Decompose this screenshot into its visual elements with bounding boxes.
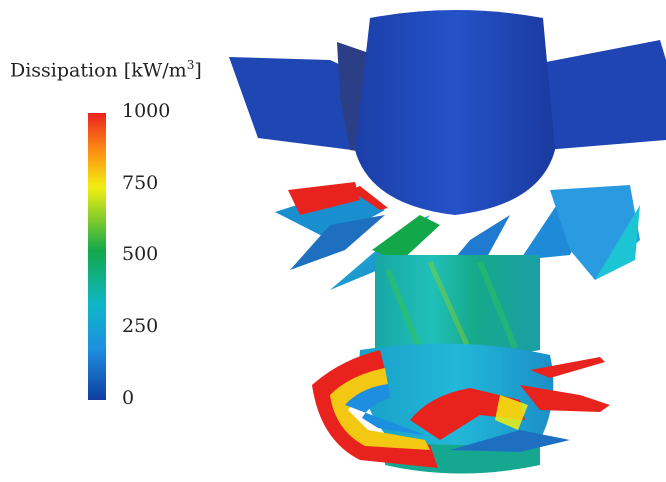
mid-blade-2: [290, 215, 385, 270]
top-hub: [355, 10, 555, 215]
lower-blades: [312, 350, 610, 468]
colorbar-tick-0: 0: [122, 387, 135, 409]
colorbar: [88, 113, 106, 400]
legend-title: Dissipation [kW/m3]: [10, 58, 202, 82]
mid-blade-edge-1: [288, 182, 360, 215]
colorbar-tick-750: 750: [122, 172, 159, 194]
body-streak-1: [385, 268, 423, 352]
lower-blade-left-blue: [345, 384, 428, 436]
mid-blade-1: [275, 188, 385, 240]
lower-blade-right-top: [530, 357, 605, 378]
lower-blade-left-red: [312, 350, 438, 468]
lower-blade-left-yellow: [330, 368, 430, 450]
colorbar-tick-500: 500: [122, 243, 159, 265]
lower-blade-center-red: [410, 388, 525, 440]
lower-blade-center-yellow: [495, 395, 528, 430]
upper-blade-left: [229, 57, 352, 150]
colorbar-tick-1000: 1000: [122, 100, 171, 122]
lower-blade-front: [450, 430, 570, 452]
body-streak-2: [427, 260, 473, 354]
body-streak-3: [477, 260, 518, 350]
mid-blade-edge-2: [350, 186, 388, 210]
mid-blade-8: [595, 205, 640, 280]
colorbar-tick-250: 250: [122, 315, 159, 337]
lower-blade-right-red: [520, 385, 610, 412]
middle-body: [375, 255, 540, 358]
mid-blade-4: [372, 215, 440, 262]
